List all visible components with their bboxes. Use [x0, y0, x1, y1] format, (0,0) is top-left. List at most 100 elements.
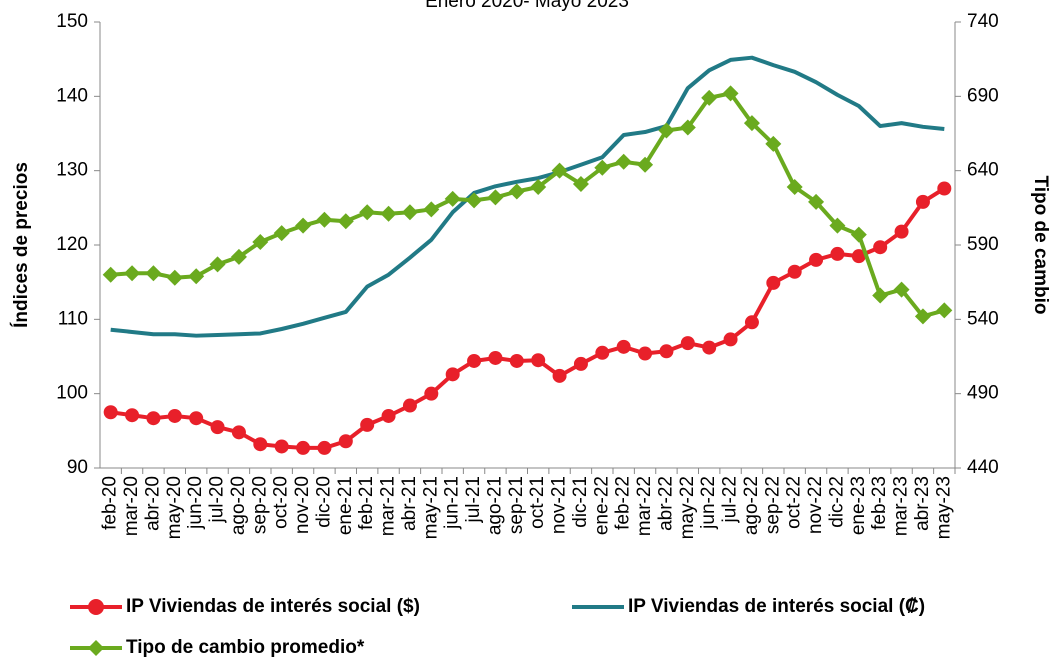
marker	[829, 217, 846, 234]
x-tick-label: may-20	[164, 476, 185, 539]
marker	[552, 368, 567, 383]
x-tick-label: may-21	[420, 476, 441, 539]
marker	[701, 89, 718, 106]
y2-tick-label: 740	[967, 11, 999, 32]
x-tick-label: ene-22	[591, 476, 612, 535]
y2-tick-label: 540	[967, 308, 999, 329]
marker	[359, 204, 376, 221]
marker	[102, 266, 119, 283]
x-tick-label: mar-21	[378, 476, 399, 536]
x-tick-label: sep-22	[762, 476, 783, 534]
marker	[166, 269, 183, 286]
marker	[743, 115, 760, 132]
marker	[423, 201, 440, 218]
marker	[188, 268, 205, 285]
marker	[530, 179, 547, 196]
marker	[252, 234, 269, 251]
marker	[508, 183, 525, 200]
x-tick-label: mar-20	[121, 476, 142, 536]
marker	[659, 344, 674, 359]
y-axis-title: Índices de precios	[10, 162, 32, 328]
x-tick-label: abr-23	[912, 476, 933, 531]
marker	[167, 408, 182, 423]
chart-subtitle: Enero 2020- Mayo 2023	[425, 0, 629, 12]
x-tick-label: oct-22	[784, 476, 805, 529]
marker	[360, 417, 375, 432]
x-tick-label: abr-21	[399, 476, 420, 531]
marker	[338, 434, 353, 449]
line	[110, 55, 945, 338]
marker	[466, 192, 483, 209]
marker	[872, 287, 889, 304]
marker	[787, 264, 802, 279]
marker	[551, 162, 568, 179]
marker	[809, 252, 824, 267]
marker	[702, 340, 717, 355]
marker	[296, 440, 311, 455]
marker	[893, 281, 910, 298]
marker	[445, 367, 460, 382]
x-tick-label: mar-23	[891, 476, 912, 536]
x-tick-label: jun-22	[698, 476, 719, 530]
marker	[210, 420, 225, 435]
marker	[573, 356, 588, 371]
x-tick-label: oct-21	[527, 476, 548, 529]
x-tick-label: feb-23	[869, 476, 890, 530]
marker	[146, 411, 161, 426]
marker	[915, 194, 930, 209]
marker	[894, 224, 909, 239]
x-tick-label: dic-20	[313, 476, 334, 528]
x-tick-label: jul-21	[463, 476, 484, 523]
marker	[487, 189, 504, 206]
marker	[273, 225, 290, 242]
legend-label: IP Viviendas de interés social (₡)	[628, 596, 925, 617]
marker	[808, 193, 825, 210]
x-tick-label: jul-22	[720, 476, 741, 523]
x-tick-label: nov-22	[805, 476, 826, 534]
marker	[88, 599, 104, 615]
marker	[680, 336, 695, 351]
marker	[658, 122, 675, 139]
line	[110, 186, 946, 450]
x-tick-label: ene-21	[335, 476, 356, 535]
legend-label: IP Viviendas de interés social ($)	[126, 596, 420, 617]
marker	[124, 265, 141, 282]
x-tick-label: oct-20	[271, 476, 292, 529]
marker	[467, 353, 482, 368]
y2-tick-label: 690	[967, 85, 999, 106]
marker	[766, 275, 781, 290]
line	[110, 91, 945, 319]
marker	[531, 353, 546, 368]
marker	[723, 332, 738, 347]
marker	[230, 248, 247, 265]
marker	[424, 386, 439, 401]
marker	[189, 411, 204, 426]
x-tick-label: jun-20	[185, 476, 206, 530]
marker	[637, 156, 654, 173]
marker	[722, 85, 739, 102]
x-tick-label: ene-23	[848, 476, 869, 535]
x-tick-label: ago-22	[741, 476, 762, 535]
marker	[830, 246, 845, 261]
marker	[638, 346, 653, 361]
legend-label: Tipo de cambio promedio*	[126, 637, 365, 658]
y-tick-label: 130	[56, 160, 88, 181]
marker	[679, 119, 696, 136]
marker	[851, 249, 866, 264]
marker	[401, 204, 418, 221]
x-tick-label: may-22	[677, 476, 698, 539]
x-tick-label: dic-22	[826, 476, 847, 528]
x-tick-label: ago-21	[484, 476, 505, 535]
marker	[317, 440, 332, 455]
x-tick-label: feb-21	[356, 476, 377, 530]
marker	[337, 213, 354, 230]
y2-tick-label: 590	[967, 234, 999, 255]
marker	[914, 308, 931, 325]
x-tick-label: may-23	[933, 476, 954, 539]
y2-tick-label: 490	[967, 383, 999, 404]
marker	[402, 398, 417, 413]
y-tick-label: 120	[56, 234, 88, 255]
marker	[316, 211, 333, 228]
y-tick-label: 90	[67, 457, 88, 478]
